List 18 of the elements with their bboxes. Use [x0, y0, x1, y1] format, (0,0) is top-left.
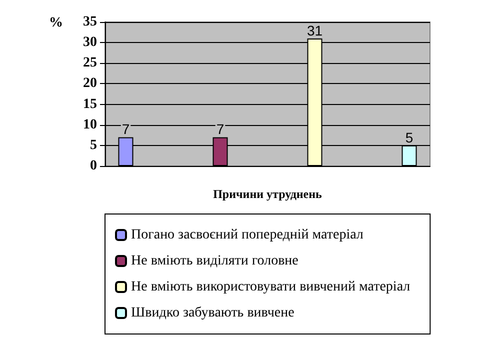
legend-label: Погано засвоєний попередній матеріал [131, 228, 364, 242]
y-tick-label: 15 [83, 96, 97, 112]
y-tick-label: 35 [83, 14, 97, 30]
y-tick-label: 25 [83, 56, 97, 71]
y-axis-title: % [49, 16, 63, 30]
y-tick-label: 20 [83, 76, 97, 92]
legend-label: Швидко забувають вивчене [131, 306, 294, 320]
y-tick-label: 30 [83, 35, 97, 50]
data-label: 31 [306, 22, 323, 38]
y-tick-label: 5 [90, 138, 97, 153]
y-tick-label: 0 [90, 158, 97, 174]
data-label: 7 [122, 121, 130, 138]
data-label: 7 [216, 121, 224, 138]
y-tick-label: 10 [83, 117, 97, 132]
legend-label: Не вміють використовувати вивчений матеріал [131, 280, 410, 294]
legend-label: Не вміють виділяти головне [131, 254, 298, 268]
x-axis-title: Причини утруднень [213, 187, 323, 201]
data-label: 5 [405, 129, 414, 146]
